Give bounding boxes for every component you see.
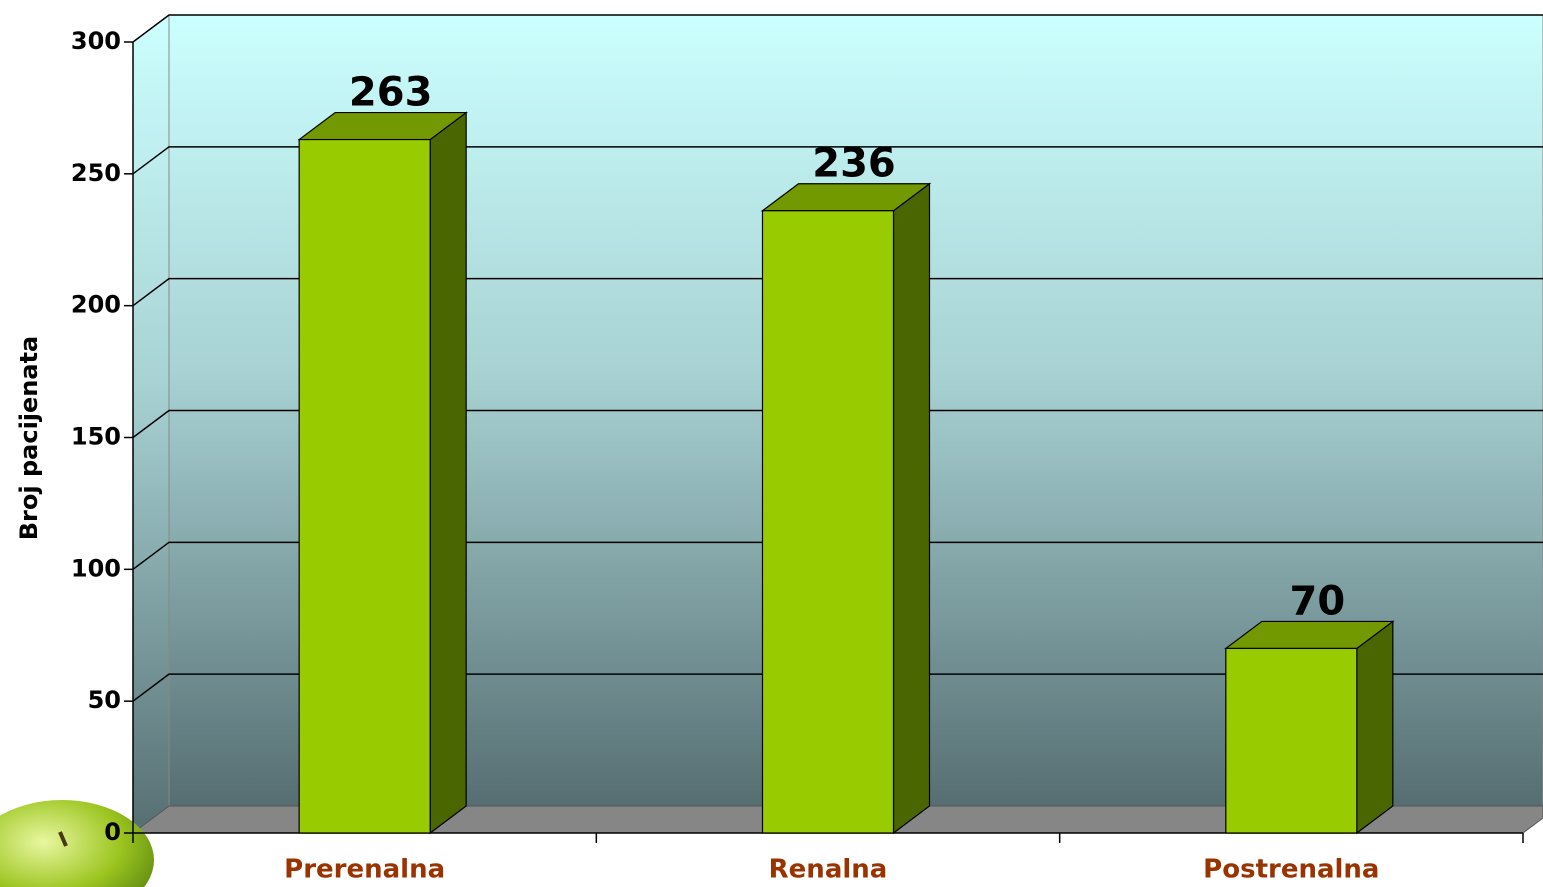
x-tick-label: Renalna <box>769 855 888 885</box>
apple-stem <box>58 831 68 847</box>
y-tick-label: 50 <box>88 686 121 714</box>
grid-line <box>132 277 1543 307</box>
grid-line <box>132 146 1543 175</box>
y-tick-label: 300 <box>71 27 121 55</box>
value-label: 263 <box>349 70 433 116</box>
y-tick-label: 0 <box>104 818 121 846</box>
grid-line <box>132 673 1543 702</box>
apple-decoration <box>0 800 154 887</box>
bar <box>1225 647 1358 834</box>
x-tick-label: Prerenalna <box>284 855 445 885</box>
y-tick-label: 250 <box>71 159 121 187</box>
value-label: 236 <box>812 141 896 187</box>
y-tick-label: 200 <box>71 291 121 319</box>
bar-side <box>429 111 467 835</box>
y-tick-label: 100 <box>71 554 121 582</box>
grid-line <box>132 14 1543 43</box>
bar-side <box>1356 620 1394 835</box>
bar <box>761 210 895 834</box>
bar-side <box>892 182 931 835</box>
grid-line <box>132 541 1543 570</box>
y-axis-title: Broj pacijenata <box>15 336 43 540</box>
bar <box>298 138 431 834</box>
grid-line <box>132 409 1543 439</box>
y-tick-label: 150 <box>71 423 121 451</box>
value-label: 70 <box>1289 578 1345 624</box>
x-tick-label: Postrenalna <box>1203 855 1379 885</box>
